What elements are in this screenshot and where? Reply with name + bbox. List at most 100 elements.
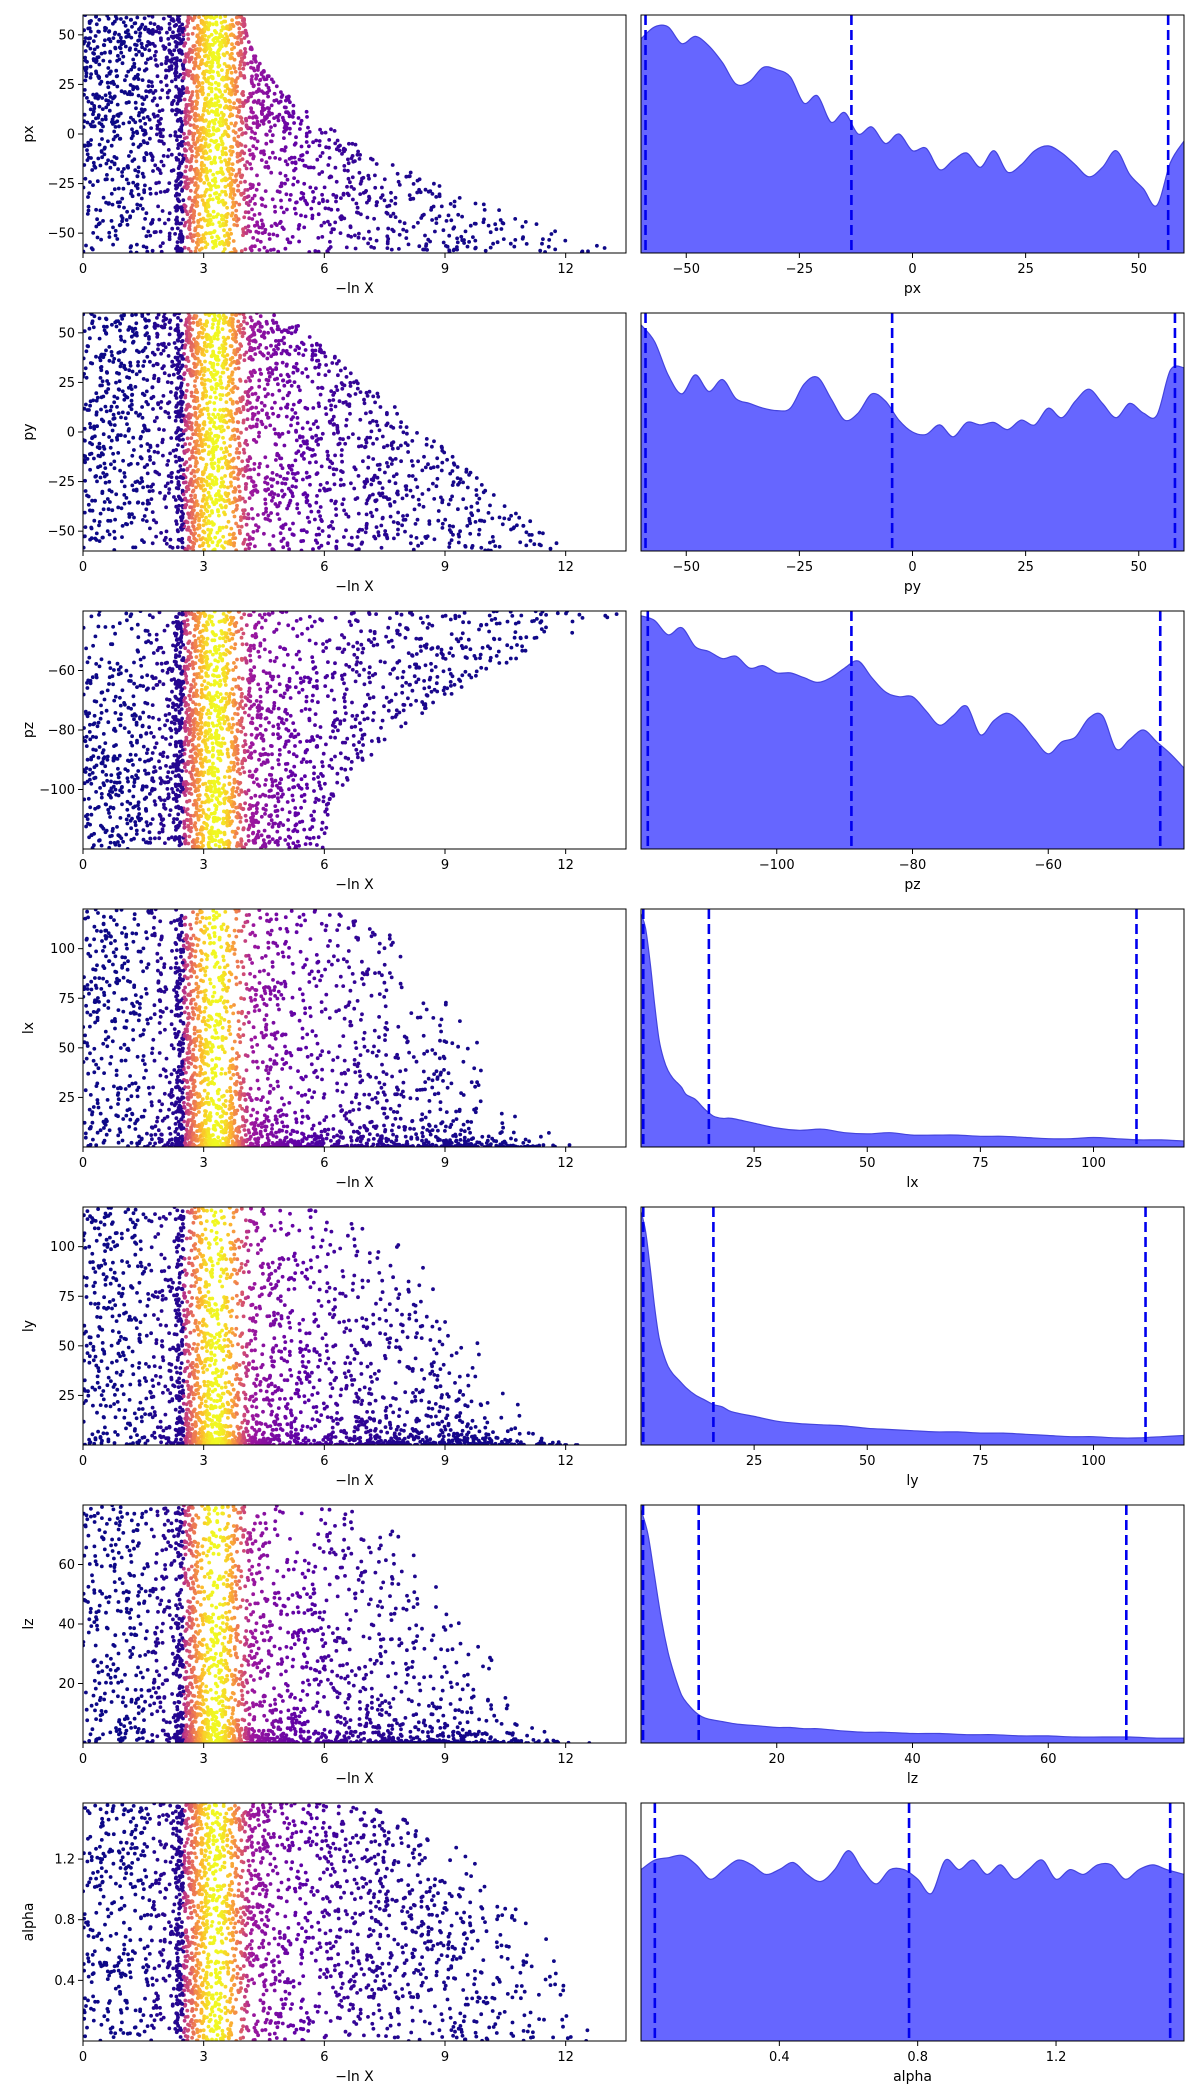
x-tick-label: 9 — [441, 1752, 449, 1767]
x-tick-label: 6 — [320, 2050, 328, 2065]
x-axis-label: −ln X — [335, 1771, 374, 1787]
y-tick-label: 0.4 — [54, 1974, 75, 1989]
y-tick-label: 25 — [58, 78, 75, 93]
axes-frame — [640, 1206, 1185, 1446]
x-axis-label: −ln X — [335, 281, 374, 297]
x-tick-label: −50 — [673, 262, 700, 277]
y-tick-label: 25 — [58, 1389, 75, 1404]
x-tick-label: −50 — [673, 560, 700, 575]
y-axis-label: lz — [21, 1618, 37, 1629]
kde-area — [641, 913, 1184, 1147]
kde-panel-lz: 20 40 60 lz — [640, 1504, 1185, 1787]
x-tick-label: 20 — [768, 1752, 785, 1767]
x-axis-label: ly — [906, 1473, 918, 1489]
x-tick-label: 0 — [908, 262, 916, 277]
y-tick-label: 20 — [58, 1677, 75, 1692]
y-axis-label: lx — [21, 1022, 37, 1034]
x-tick-label: 9 — [441, 560, 449, 575]
scatter-panel-pz: 0 3 6 9 12 −100 −80 −60 −ln X pz — [21, 610, 627, 893]
x-tick-label: 6 — [320, 1752, 328, 1767]
scatter-points — [83, 15, 607, 253]
x-tick-label: 25 — [746, 1454, 763, 1469]
x-tick-label: 25 — [746, 1156, 763, 1171]
x-tick-label: 25 — [1017, 560, 1034, 575]
x-tick-label: 40 — [904, 1752, 921, 1767]
x-tick-label: 6 — [320, 262, 328, 277]
y-axis-label: py — [21, 423, 37, 440]
kde-area — [641, 1211, 1184, 1445]
y-tick-label: 1.2 — [54, 1853, 75, 1868]
y-tick-label: −25 — [48, 177, 75, 192]
x-tick-label: 6 — [320, 560, 328, 575]
x-tick-label: 6 — [320, 1454, 328, 1469]
scatter-points — [83, 611, 619, 849]
x-tick-label: 3 — [200, 2050, 208, 2065]
x-tick-label: 0 — [79, 262, 87, 277]
x-axis-label: py — [904, 579, 921, 595]
x-tick-label: 0.4 — [769, 2050, 790, 2065]
x-tick-label: 9 — [441, 858, 449, 873]
y-tick-label: 25 — [58, 376, 75, 391]
x-tick-label: 100 — [1081, 1454, 1106, 1469]
y-tick-label: −50 — [48, 227, 75, 242]
y-tick-label: 60 — [58, 1558, 75, 1573]
y-tick-label: 75 — [58, 992, 75, 1007]
scatter-panel-alpha: 0 3 6 9 12 0.4 0.8 1.2 −ln X alpha — [21, 1802, 627, 2085]
x-tick-label: 3 — [200, 1454, 208, 1469]
kde-panel-alpha: 0.4 0.8 1.2 alpha — [640, 1802, 1185, 2085]
y-tick-label: 75 — [58, 1290, 75, 1305]
x-tick-label: 50 — [859, 1156, 876, 1171]
scatter-points — [83, 313, 559, 551]
scatter-panel-py: 0 3 6 9 12 −50 −25 0 25 50 −ln X py — [21, 312, 627, 595]
kde-area — [641, 1849, 1184, 2041]
scatter-panel-ly: 0 3 6 9 12 25 50 75 100 −ln X ly — [21, 1206, 627, 1489]
x-tick-label: −25 — [786, 560, 813, 575]
y-tick-label: −60 — [48, 664, 75, 679]
kde-panel-ly: 25 50 75 100 ly — [640, 1206, 1185, 1489]
x-axis-label: alpha — [893, 2069, 932, 2085]
x-tick-label: 100 — [1081, 1156, 1106, 1171]
x-tick-label: 50 — [1130, 560, 1147, 575]
y-tick-label: 50 — [58, 28, 75, 43]
x-tick-label: 50 — [1130, 262, 1147, 277]
x-tick-label: −60 — [1035, 858, 1062, 873]
y-tick-label: 0 — [67, 128, 75, 143]
x-axis-label: −ln X — [335, 877, 374, 893]
x-tick-label: −25 — [786, 262, 813, 277]
x-tick-label: 12 — [557, 1454, 574, 1469]
scatter-points — [83, 909, 572, 1147]
x-axis-label: lz — [907, 1771, 918, 1787]
axes-frame — [82, 1206, 627, 1446]
y-tick-label: 50 — [58, 326, 75, 341]
x-tick-label: 3 — [200, 262, 208, 277]
x-tick-label: 12 — [557, 560, 574, 575]
y-tick-label: 50 — [58, 1339, 75, 1354]
scatter-panel-lz: 0 3 6 9 12 20 40 60 −ln X lz — [21, 1504, 627, 1787]
axes-frame — [82, 312, 627, 552]
x-tick-label: 25 — [1017, 262, 1034, 277]
x-tick-label: 0 — [79, 560, 87, 575]
y-axis-label: px — [21, 125, 37, 142]
y-tick-label: 100 — [50, 942, 75, 957]
x-tick-label: 0 — [908, 560, 916, 575]
x-tick-label: 60 — [1040, 1752, 1057, 1767]
axes-frame — [82, 1802, 627, 2042]
kde-area — [641, 323, 1184, 551]
axes-frame — [640, 908, 1185, 1148]
x-tick-label: 9 — [441, 1156, 449, 1171]
x-tick-label: 0.8 — [907, 2050, 928, 2065]
axes-frame — [640, 1802, 1185, 2042]
scatter-points — [83, 1207, 580, 1445]
x-tick-label: −80 — [899, 858, 926, 873]
x-axis-label: −ln X — [335, 579, 374, 595]
x-tick-label: 3 — [200, 560, 208, 575]
axes-frame — [82, 908, 627, 1148]
kde-panel-py: −50 −25 0 25 50 py — [640, 312, 1185, 595]
x-axis-label: px — [904, 281, 921, 297]
kde-panel-pz: −100 −80 −60 pz — [640, 610, 1185, 893]
y-axis-label: pz — [21, 722, 37, 738]
x-tick-label: 12 — [557, 1156, 574, 1171]
x-tick-label: 3 — [200, 858, 208, 873]
x-tick-label: 0 — [79, 1156, 87, 1171]
